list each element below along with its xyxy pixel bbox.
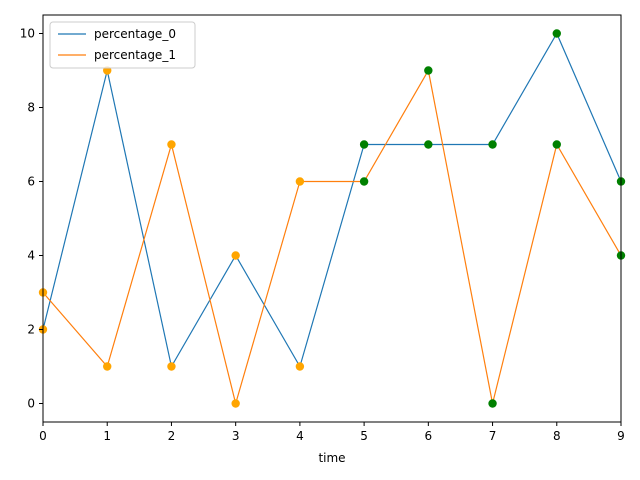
x-tick-label: 2 (168, 429, 176, 443)
data-point-percentage_1 (424, 66, 433, 75)
x-axis-label: time (318, 451, 345, 465)
data-point-percentage_1 (167, 140, 176, 149)
data-point-percentage_1 (231, 399, 240, 408)
y-tick-label: 4 (27, 249, 35, 263)
data-point-percentage_0 (552, 29, 561, 38)
x-tick-label: 5 (360, 429, 368, 443)
x-tick-label: 1 (103, 429, 111, 443)
series-markers (38, 29, 626, 408)
data-point-percentage_0 (231, 251, 240, 260)
data-point-percentage_0 (295, 362, 305, 371)
x-axis-ticks: 0 1 2 3 4 5 6 7 8 9 (39, 422, 625, 443)
x-tick-label: 4 (296, 429, 304, 443)
x-tick-label: 0 (39, 429, 47, 443)
x-tick-label: 9 (617, 429, 625, 443)
y-axis-ticks: 0 2 4 6 8 10 (20, 27, 43, 411)
data-point-percentage_1 (103, 362, 112, 371)
data-point-percentage_0 (167, 362, 176, 371)
legend-box (49, 21, 196, 69)
y-tick-label: 2 (27, 323, 35, 337)
data-point-percentage_1 (552, 140, 561, 149)
y-tick-label: 0 (27, 397, 35, 411)
series-line-percentage_0 (42, 32, 622, 369)
legend-label: percentage_0 (94, 27, 176, 41)
series-lines (42, 32, 622, 406)
data-point-percentage_1 (359, 177, 369, 186)
data-point-percentage_1 (488, 399, 497, 408)
y-tick-label: 8 (27, 101, 35, 115)
legend: percentage_0 percentage_1 (49, 21, 196, 69)
data-point-percentage_1 (295, 177, 305, 186)
data-point-percentage_0 (488, 140, 497, 149)
x-tick-label: 7 (489, 429, 497, 443)
series-line-percentage_1 (42, 68, 622, 406)
y-tick-label: 6 (27, 175, 35, 189)
data-point-percentage_0 (424, 140, 433, 149)
x-tick-label: 3 (232, 429, 240, 443)
legend-label: percentage_1 (94, 48, 176, 62)
plot-frame (42, 14, 622, 423)
data-point-percentage_0 (359, 140, 369, 149)
x-tick-label: 6 (425, 429, 433, 443)
y-tick-label: 10 (20, 27, 35, 41)
x-tick-label: 8 (553, 429, 561, 443)
